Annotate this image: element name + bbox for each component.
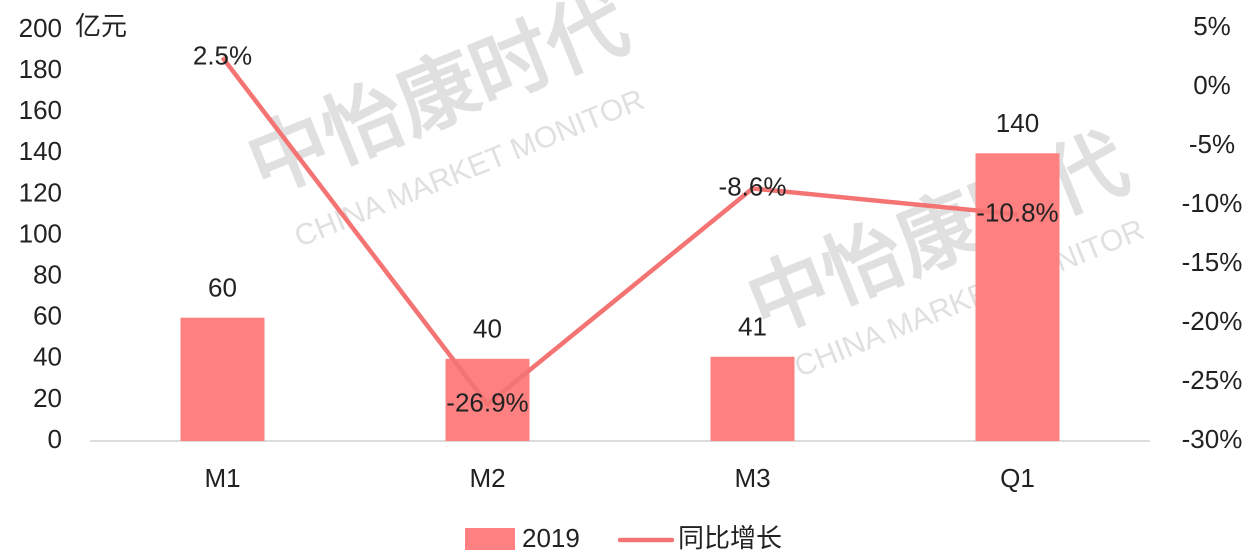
y2-tick-label: -25% <box>1182 365 1243 395</box>
x-tick-label: M3 <box>734 463 770 493</box>
y2-tick-label: -15% <box>1182 247 1243 277</box>
x-tick-label: M1 <box>204 463 240 493</box>
x-tick-label: M2 <box>469 463 505 493</box>
y-tick-label: 200 <box>19 13 62 43</box>
y-tick-label: 20 <box>33 383 62 413</box>
bar <box>445 358 530 441</box>
y2-tick-label: -10% <box>1182 188 1243 218</box>
x-tick-label: Q1 <box>1000 463 1035 493</box>
bar <box>975 153 1060 442</box>
y-tick-label: 180 <box>19 54 62 84</box>
bar <box>180 317 265 441</box>
y-tick-label: 160 <box>19 95 62 125</box>
legend-label: 同比增长 <box>678 523 782 553</box>
y2-tick-label: -20% <box>1182 306 1243 336</box>
y-unit-label: 亿元 <box>75 11 127 41</box>
legend-swatch <box>465 528 515 550</box>
line-value-label: -10.8% <box>976 197 1058 227</box>
y-tick-label: 40 <box>33 342 62 372</box>
y-tick-label: 140 <box>19 136 62 166</box>
line <box>220 56 1018 407</box>
y-tick-label: 0 <box>48 424 62 454</box>
bar-value-label: 60 <box>208 273 237 303</box>
bar-value-label: 41 <box>738 312 767 342</box>
bar-value-label: 40 <box>473 314 502 344</box>
y2-tick-label: -5% <box>1189 129 1235 159</box>
line-value-label: 2.5% <box>193 40 252 70</box>
y-tick-label: 120 <box>19 177 62 207</box>
y-tick-label: 100 <box>19 218 62 248</box>
y2-tick-label: -30% <box>1182 424 1243 454</box>
bar-value-label: 140 <box>996 108 1039 138</box>
line-value-label: -26.9% <box>446 387 528 417</box>
y-tick-label: 80 <box>33 259 62 289</box>
y-tick-label: 60 <box>33 301 62 331</box>
legend-label: 2019 <box>522 523 580 553</box>
bar <box>710 356 795 441</box>
y2-tick-label: 5% <box>1193 11 1231 41</box>
line-value-label: -8.6% <box>719 171 787 201</box>
y2-tick-label: 0% <box>1193 70 1231 100</box>
